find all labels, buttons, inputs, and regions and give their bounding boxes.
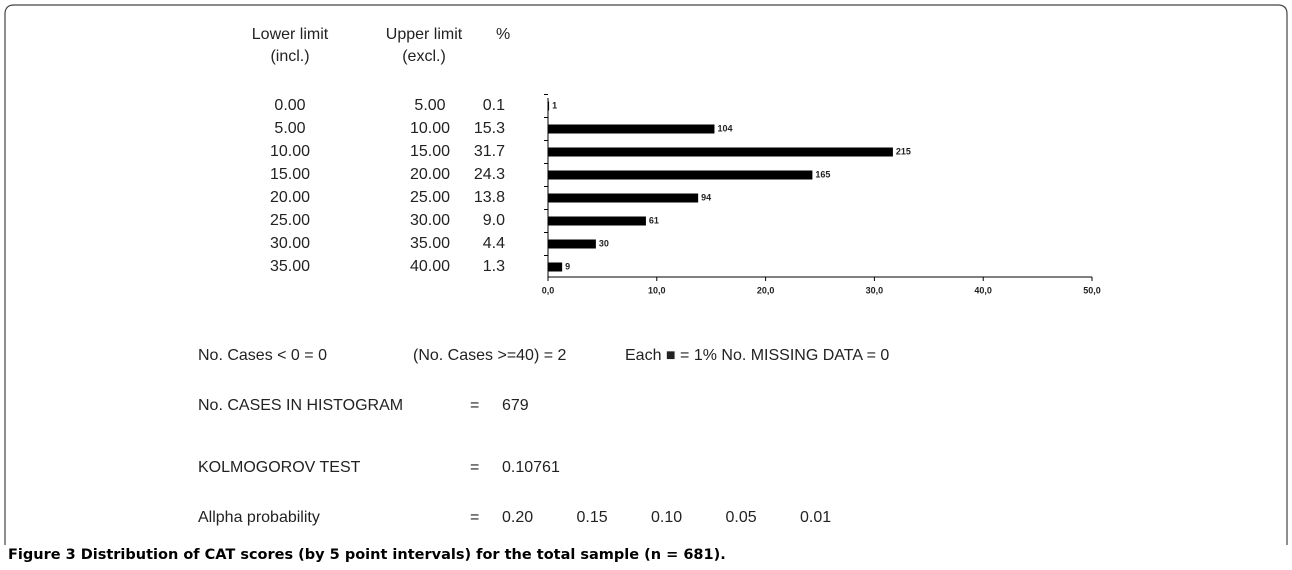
column-header: Upper limit	[386, 26, 463, 43]
table-cell: 15.3	[474, 120, 505, 137]
stat-eq: =	[470, 397, 479, 414]
table-cell: 15.00	[270, 166, 310, 183]
column-header: Lower limit	[252, 26, 329, 43]
bar	[548, 262, 563, 272]
count-label: 104	[717, 123, 732, 133]
table-cell: 10.00	[270, 143, 310, 160]
count-label: 165	[815, 169, 830, 179]
count-label: 30	[599, 238, 609, 248]
frame	[4, 4, 1288, 545]
column-header: (excl.)	[402, 48, 446, 65]
stat-label: KOLMOGOROV TEST	[198, 459, 361, 476]
caption-label: Figure 3	[8, 547, 76, 563]
table-cell: 35.00	[270, 258, 310, 275]
caption: Figure 3 Distribution of CAT scores (by 5…	[8, 547, 726, 563]
footer-note: No. Cases < 0 = 0	[198, 347, 327, 364]
bar	[548, 101, 550, 111]
table-cell: 13.8	[474, 189, 505, 206]
table-cell: 9.0	[483, 212, 505, 229]
stat-value: 679	[502, 397, 529, 414]
alpha-value: 0.01	[800, 509, 831, 526]
table-cell: 25.00	[270, 212, 310, 229]
count-label: 94	[701, 192, 711, 202]
footer-note: Each ■ = 1% No. MISSING DATA = 0	[625, 347, 889, 364]
table-cell: 20.00	[410, 166, 450, 183]
table-cell: 31.7	[474, 143, 505, 160]
table-cell: 35.00	[410, 235, 450, 252]
table-cell: 1.3	[483, 258, 505, 275]
stat-label: No. CASES IN HISTOGRAM	[198, 397, 403, 414]
count-label: 1	[552, 100, 557, 110]
table-cell: 40.00	[410, 258, 450, 275]
table-cell: 0.00	[274, 97, 305, 114]
stat-eq: =	[470, 459, 479, 476]
table-cell: 24.3	[474, 166, 505, 183]
stat-value: 0.10761	[502, 459, 560, 476]
table-cell: 5.00	[274, 120, 305, 137]
table-cell: 25.00	[410, 189, 450, 206]
bar	[548, 170, 813, 180]
x-tick-label: 50,0	[1083, 285, 1101, 295]
table-cell: 30.00	[410, 212, 450, 229]
table-cell: 30.00	[270, 235, 310, 252]
bar	[548, 193, 699, 203]
column-header: (incl.)	[270, 48, 309, 65]
x-tick-label: 30,0	[866, 285, 884, 295]
x-tick-label: 0,0	[542, 285, 555, 295]
x-tick-label: 10,0	[648, 285, 666, 295]
stat-label: Allpha probability	[198, 509, 320, 526]
column-header: %	[496, 26, 510, 43]
alpha-value: 0.05	[726, 509, 757, 526]
caption-text: Distribution of CAT scores (by 5 point i…	[81, 547, 726, 563]
table-cell: 15.00	[410, 143, 450, 160]
bar	[548, 216, 646, 226]
x-tick-label: 40,0	[974, 285, 992, 295]
stat-eq: =	[470, 509, 479, 526]
table-cell: 20.00	[270, 189, 310, 206]
table-cell: 5.00	[414, 97, 445, 114]
alpha-value: 0.15	[577, 509, 608, 526]
alpha-value: 0.10	[651, 509, 682, 526]
bar	[548, 124, 715, 134]
footer-note: (No. Cases >=40) = 2	[413, 347, 567, 364]
table-cell: 4.4	[483, 235, 505, 252]
bar	[548, 147, 893, 157]
alpha-value: 0.20	[502, 509, 533, 526]
x-tick-label: 20,0	[757, 285, 775, 295]
bar	[548, 239, 596, 249]
table-cell: 0.1	[483, 97, 505, 114]
table-cell: 10.00	[410, 120, 450, 137]
count-label: 215	[896, 146, 911, 156]
count-label: 61	[649, 215, 659, 225]
count-label: 9	[565, 261, 570, 271]
